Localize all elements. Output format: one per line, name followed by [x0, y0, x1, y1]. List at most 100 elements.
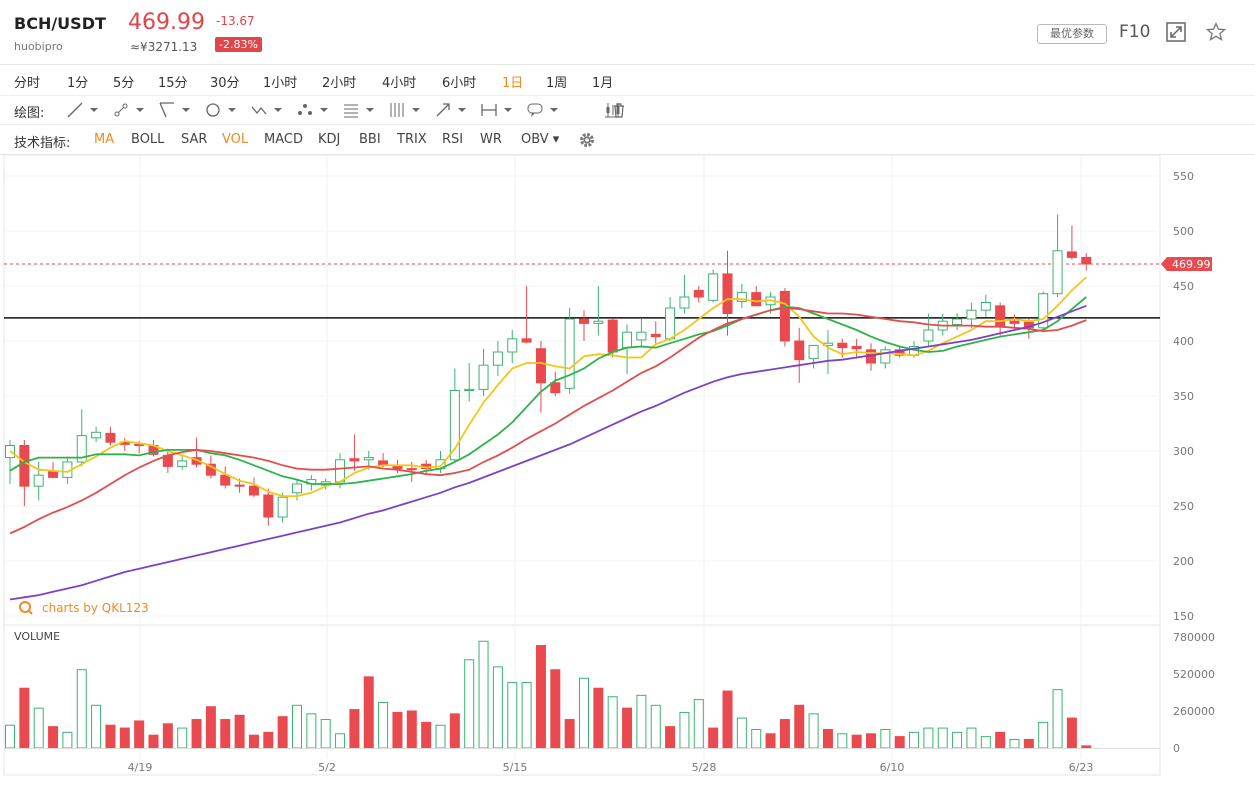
- period-tab[interactable]: 分时: [14, 76, 41, 91]
- candle: [636, 319, 647, 347]
- candle-body: [1052, 250, 1063, 295]
- last-price-tag: [1161, 257, 1212, 272]
- volume-bar: [564, 719, 575, 749]
- candle-body: [1081, 256, 1092, 265]
- arrow-tool-icon[interactable]: [434, 101, 468, 119]
- exchange-name: huobipro: [14, 40, 63, 53]
- pattern-tool-icon[interactable]: [296, 101, 330, 119]
- volume-bar: [521, 682, 532, 749]
- candle: [292, 479, 302, 501]
- indicator-tab[interactable]: WR: [480, 132, 502, 147]
- volume-bar: [1066, 717, 1077, 749]
- channel-tool-icon[interactable]: [158, 101, 192, 119]
- period-tab[interactable]: 5分: [113, 76, 135, 91]
- candle-body: [665, 307, 676, 340]
- candle: [564, 308, 575, 394]
- volume-bar: [134, 720, 145, 749]
- price-tick-label: 500: [1173, 225, 1194, 238]
- indicator-tab[interactable]: VOL: [222, 132, 249, 147]
- candle: [492, 341, 503, 377]
- candle: [736, 283, 747, 308]
- last-price: 469.99: [128, 10, 205, 35]
- indicator-tab[interactable]: BBI: [359, 132, 381, 147]
- candle-body: [234, 484, 245, 487]
- drawing-label: 绘图:: [14, 106, 45, 121]
- cny-price: ≈¥3271.13: [130, 40, 198, 54]
- date-tick-label: 6/10: [880, 761, 905, 774]
- indicator-tab[interactable]: BOLL: [131, 132, 165, 147]
- volume-bar: [866, 733, 876, 749]
- period-tab[interactable]: 1周: [546, 76, 568, 91]
- ma-line: [9, 296, 1087, 485]
- comment-tool-icon[interactable]: [526, 101, 560, 119]
- candle-body: [851, 346, 862, 350]
- period-tab[interactable]: 6小时: [442, 76, 477, 91]
- volume-bar: [62, 731, 73, 749]
- period-tab[interactable]: 2小时: [322, 76, 357, 91]
- candle-body: [248, 485, 259, 496]
- circle-tool-icon[interactable]: [204, 101, 238, 119]
- period-tab[interactable]: 30分: [210, 76, 240, 91]
- indicator-tab[interactable]: SAR: [181, 132, 208, 147]
- date-tick-label: 4/19: [128, 761, 153, 774]
- period-tab[interactable]: 1月: [592, 76, 614, 91]
- price-tick-label: 450: [1173, 280, 1194, 293]
- volume-tick-label: 520000: [1173, 668, 1215, 681]
- f10-button[interactable]: F10: [1119, 22, 1151, 42]
- volume-bar: [234, 714, 245, 749]
- candle-body: [894, 349, 905, 356]
- volume-bar: [751, 729, 762, 749]
- period-tab[interactable]: 15分: [158, 76, 188, 91]
- volume-bar: [292, 704, 302, 749]
- fibonacci-tool-icon[interactable]: [342, 101, 376, 119]
- expand-icon[interactable]: [1166, 22, 1186, 42]
- price-tick-label: 350: [1173, 390, 1194, 403]
- price-tick-label: 200: [1173, 555, 1194, 568]
- period-tab[interactable]: 1日: [502, 76, 524, 91]
- indicator-tab[interactable]: MACD: [264, 132, 303, 147]
- volume-bar: [1009, 738, 1020, 749]
- period-tab[interactable]: 1分: [67, 76, 89, 91]
- candle-body: [607, 319, 618, 353]
- ray-tool-icon[interactable]: [112, 101, 146, 119]
- measure-tool-icon[interactable]: [480, 101, 514, 119]
- indicator-tab[interactable]: RSI: [442, 132, 464, 147]
- gann-tool-icon[interactable]: [388, 101, 422, 119]
- volume-bar: [736, 717, 747, 749]
- candle-body: [837, 342, 848, 349]
- indicator-tab[interactable]: MA: [94, 132, 115, 147]
- candle: [794, 327, 805, 383]
- volume-bar: [822, 729, 833, 749]
- watermark: charts by QKL123: [19, 601, 149, 615]
- candle: [478, 348, 489, 396]
- star-icon[interactable]: [1206, 22, 1226, 42]
- candle-body: [535, 348, 546, 384]
- gear-icon[interactable]: [578, 131, 596, 149]
- indicator-tab[interactable]: TRIX: [397, 132, 427, 147]
- candle: [1066, 225, 1077, 260]
- trash-icon[interactable]: [610, 101, 628, 119]
- candle: [693, 286, 704, 303]
- candle-body: [363, 457, 374, 461]
- price-chart[interactable]: 150 200 250 300 350 400 450 500 550 0 260000 520000…: [0, 155, 1255, 794]
- volume-bar: [162, 723, 173, 749]
- candle-body: [177, 460, 188, 467]
- candle-body: [134, 443, 145, 446]
- indicator-tab[interactable]: OBV ▾: [521, 132, 560, 147]
- candle: [1009, 314, 1020, 329]
- optimal-params-button[interactable]: 最优参数: [1037, 24, 1107, 44]
- volume-bar: [765, 733, 776, 749]
- watermark-text: charts by QKL123: [42, 601, 149, 615]
- candle-body: [880, 349, 891, 364]
- period-tab[interactable]: 4小时: [382, 76, 417, 91]
- volume-label: VOLUME: [14, 630, 60, 643]
- line-tool-icon[interactable]: [66, 101, 100, 119]
- candle-body: [335, 459, 346, 483]
- volume-bar: [378, 701, 389, 749]
- volume-bar: [421, 721, 432, 749]
- volume-bar: [1081, 745, 1092, 749]
- candle-body: [1038, 293, 1049, 329]
- wave-tool-icon[interactable]: [250, 101, 284, 119]
- indicator-tab[interactable]: KDJ: [318, 132, 341, 147]
- period-tab[interactable]: 1小时: [263, 76, 298, 91]
